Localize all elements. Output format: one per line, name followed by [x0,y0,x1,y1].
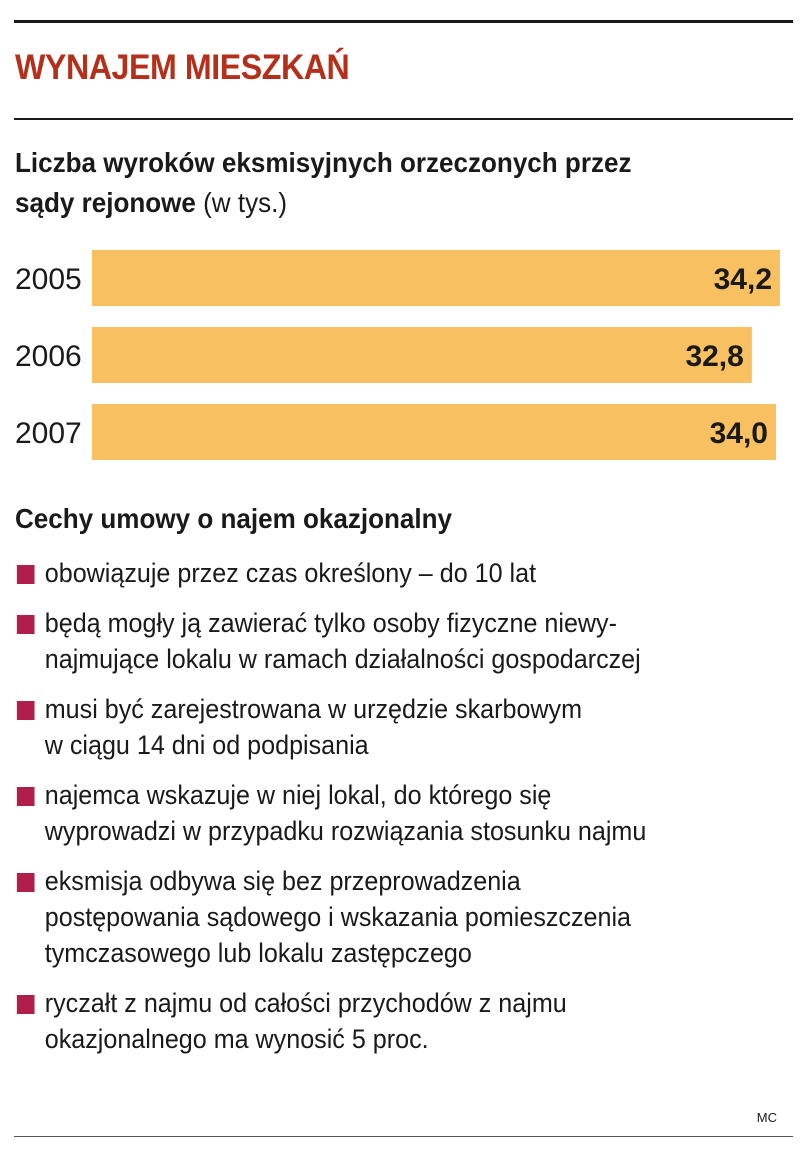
feature-text: będą mogły ją zawierać tylko osoby fizyc… [44,608,641,674]
feature-text: eksmisja odbywa się bez przeprowadzenia … [44,866,632,968]
features-heading: Cechy umowy o najem okazjonalny [15,503,453,534]
chart-title-text: Liczba wyroków eksmisyjnych orzeczonych … [15,147,632,218]
value-label-2006: 32,8 [685,340,743,373]
feature-item: będą mogły ją zawierać tylko osoby fizyc… [15,605,750,677]
feature-item: najemca wskazuje w niej lokal, do któreg… [15,777,750,849]
square-bullet-icon [16,995,35,1014]
square-bullet-icon [16,565,35,584]
category-label-2007: 2007 [15,417,82,450]
bar-chart: 2005 34,2 2006 32,8 2007 34,0 [15,250,780,460]
feature-text: musi być zarejestrowana w urzędzie skarb… [44,694,583,760]
square-bullet-icon [16,615,35,634]
features-list: obowiązuje przez czas określony – do 10 … [15,555,805,1071]
feature-item: obowiązuje przez czas określony – do 10 … [15,555,750,591]
feature-item: ryczałt z najmu od całości przychodów z … [15,985,750,1057]
feature-item: musi być zarejestrowana w urzędzie skarb… [15,691,750,763]
page-title: WYNAJEM MIESZKAŃ [15,48,350,87]
category-label-2006: 2006 [15,340,82,373]
feature-text: ryczałt z najmu od całości przychodów z … [44,988,567,1054]
square-bullet-icon [16,701,35,720]
category-label-2005: 2005 [15,263,82,296]
bar-2006 [92,327,752,383]
chart-unit: (w tys.) [203,187,288,218]
feature-text: obowiązuje przez czas określony – do 10 … [44,558,537,588]
square-bullet-icon [16,873,35,892]
feature-item: eksmisja odbywa się bez przeprowadzenia … [15,863,750,971]
value-label-2005: 34,2 [714,263,772,296]
bar-2007 [92,404,776,460]
value-label-2007: 34,0 [710,417,768,450]
title-rule [14,118,793,120]
square-bullet-icon [16,787,35,806]
bar-2005 [92,250,780,306]
feature-text: najemca wskazuje w niej lokal, do któreg… [44,780,647,846]
bottom-rule [14,1136,793,1137]
source-credit: MC [756,1110,777,1125]
chart-title: Liczba wyroków eksmisyjnych orzeczonych … [15,143,685,223]
top-rule [14,20,793,23]
